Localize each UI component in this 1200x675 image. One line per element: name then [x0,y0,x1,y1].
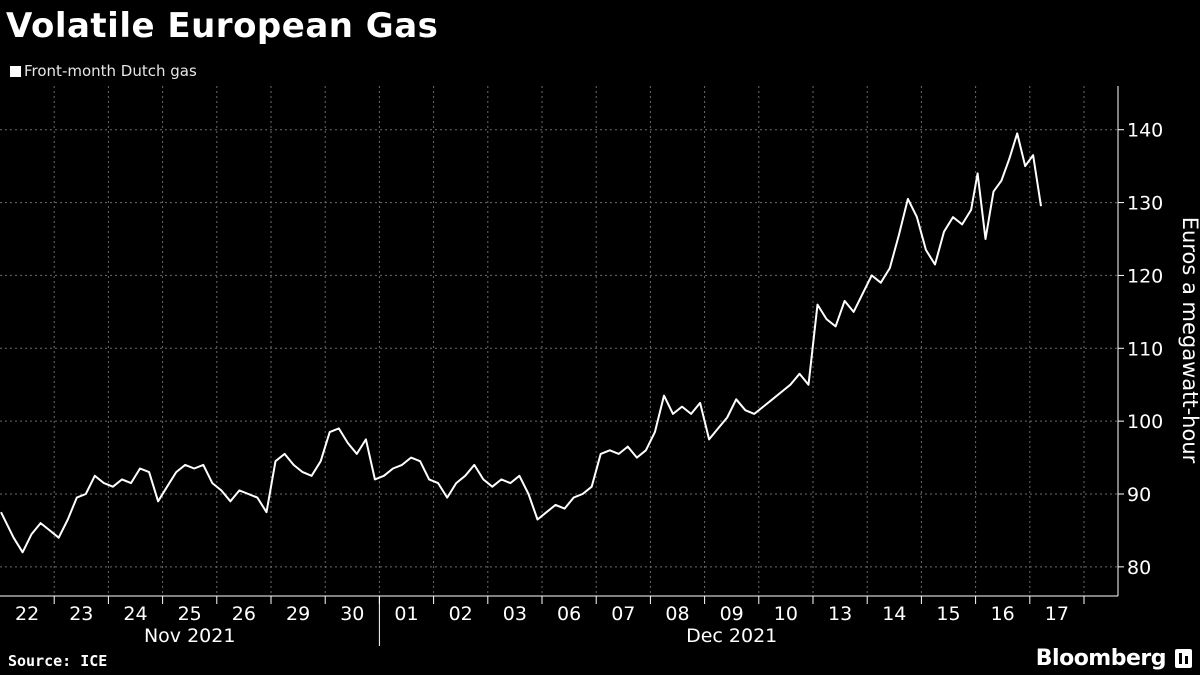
x-tick-label: 14 [882,603,906,625]
x-tick-label: 03 [503,603,527,625]
chart-title: Volatile European Gas [6,6,439,46]
x-tick-label: 02 [449,603,473,625]
y-tick-label: 110 [1127,338,1163,360]
series-layer [0,132,1042,554]
month-label: Nov 2021 [144,625,235,647]
y-tick-label: 140 [1127,120,1163,142]
x-tick-label: 01 [394,603,418,625]
legend-label: Front-month Dutch gas [24,62,197,80]
x-tick-label: 15 [936,603,960,625]
axis-layer: 80 90 100 110 120 130 140 22 23 24 25 26 29 30 01 02 03 0… [0,86,1163,647]
x-tick-label: 08 [665,603,689,625]
bloomberg-logo: Bloomberg [1035,646,1167,671]
x-tick-label: 16 [991,603,1015,625]
source-note: Source: ICE [8,652,108,670]
x-tick-label: 06 [557,603,581,625]
x-tick-label: 26 [232,603,256,625]
x-tick-label: 23 [69,603,93,625]
bloomberg-chart-icon [1175,649,1192,668]
x-tick-label: 24 [123,603,147,625]
y-tick-label: 90 [1127,484,1151,506]
x-tick-label: 13 [828,603,852,625]
y-axis-label: Euros a megawatt-hour [1178,217,1200,464]
x-tick-label: 17 [1045,603,1069,625]
y-tick-label: 100 [1127,411,1163,433]
y-tick-label: 80 [1127,557,1151,579]
y-tick-label: 130 [1127,193,1163,215]
x-tick-label: 29 [286,603,310,625]
legend-swatch [10,65,21,77]
x-tick-label: 30 [340,603,364,625]
x-tick-label: 07 [611,603,635,625]
grid-layer [0,86,1118,596]
x-tick-label: 25 [178,603,202,625]
legend: Front-month Dutch gas [10,62,197,80]
series-line-front-month-dutch-gas [0,132,1042,554]
x-tick-label: 10 [774,603,798,625]
x-tick-label: 22 [15,603,39,625]
x-tick-label: 09 [720,603,744,625]
y-tick-label: 120 [1127,265,1163,287]
month-label: Dec 2021 [686,625,777,647]
